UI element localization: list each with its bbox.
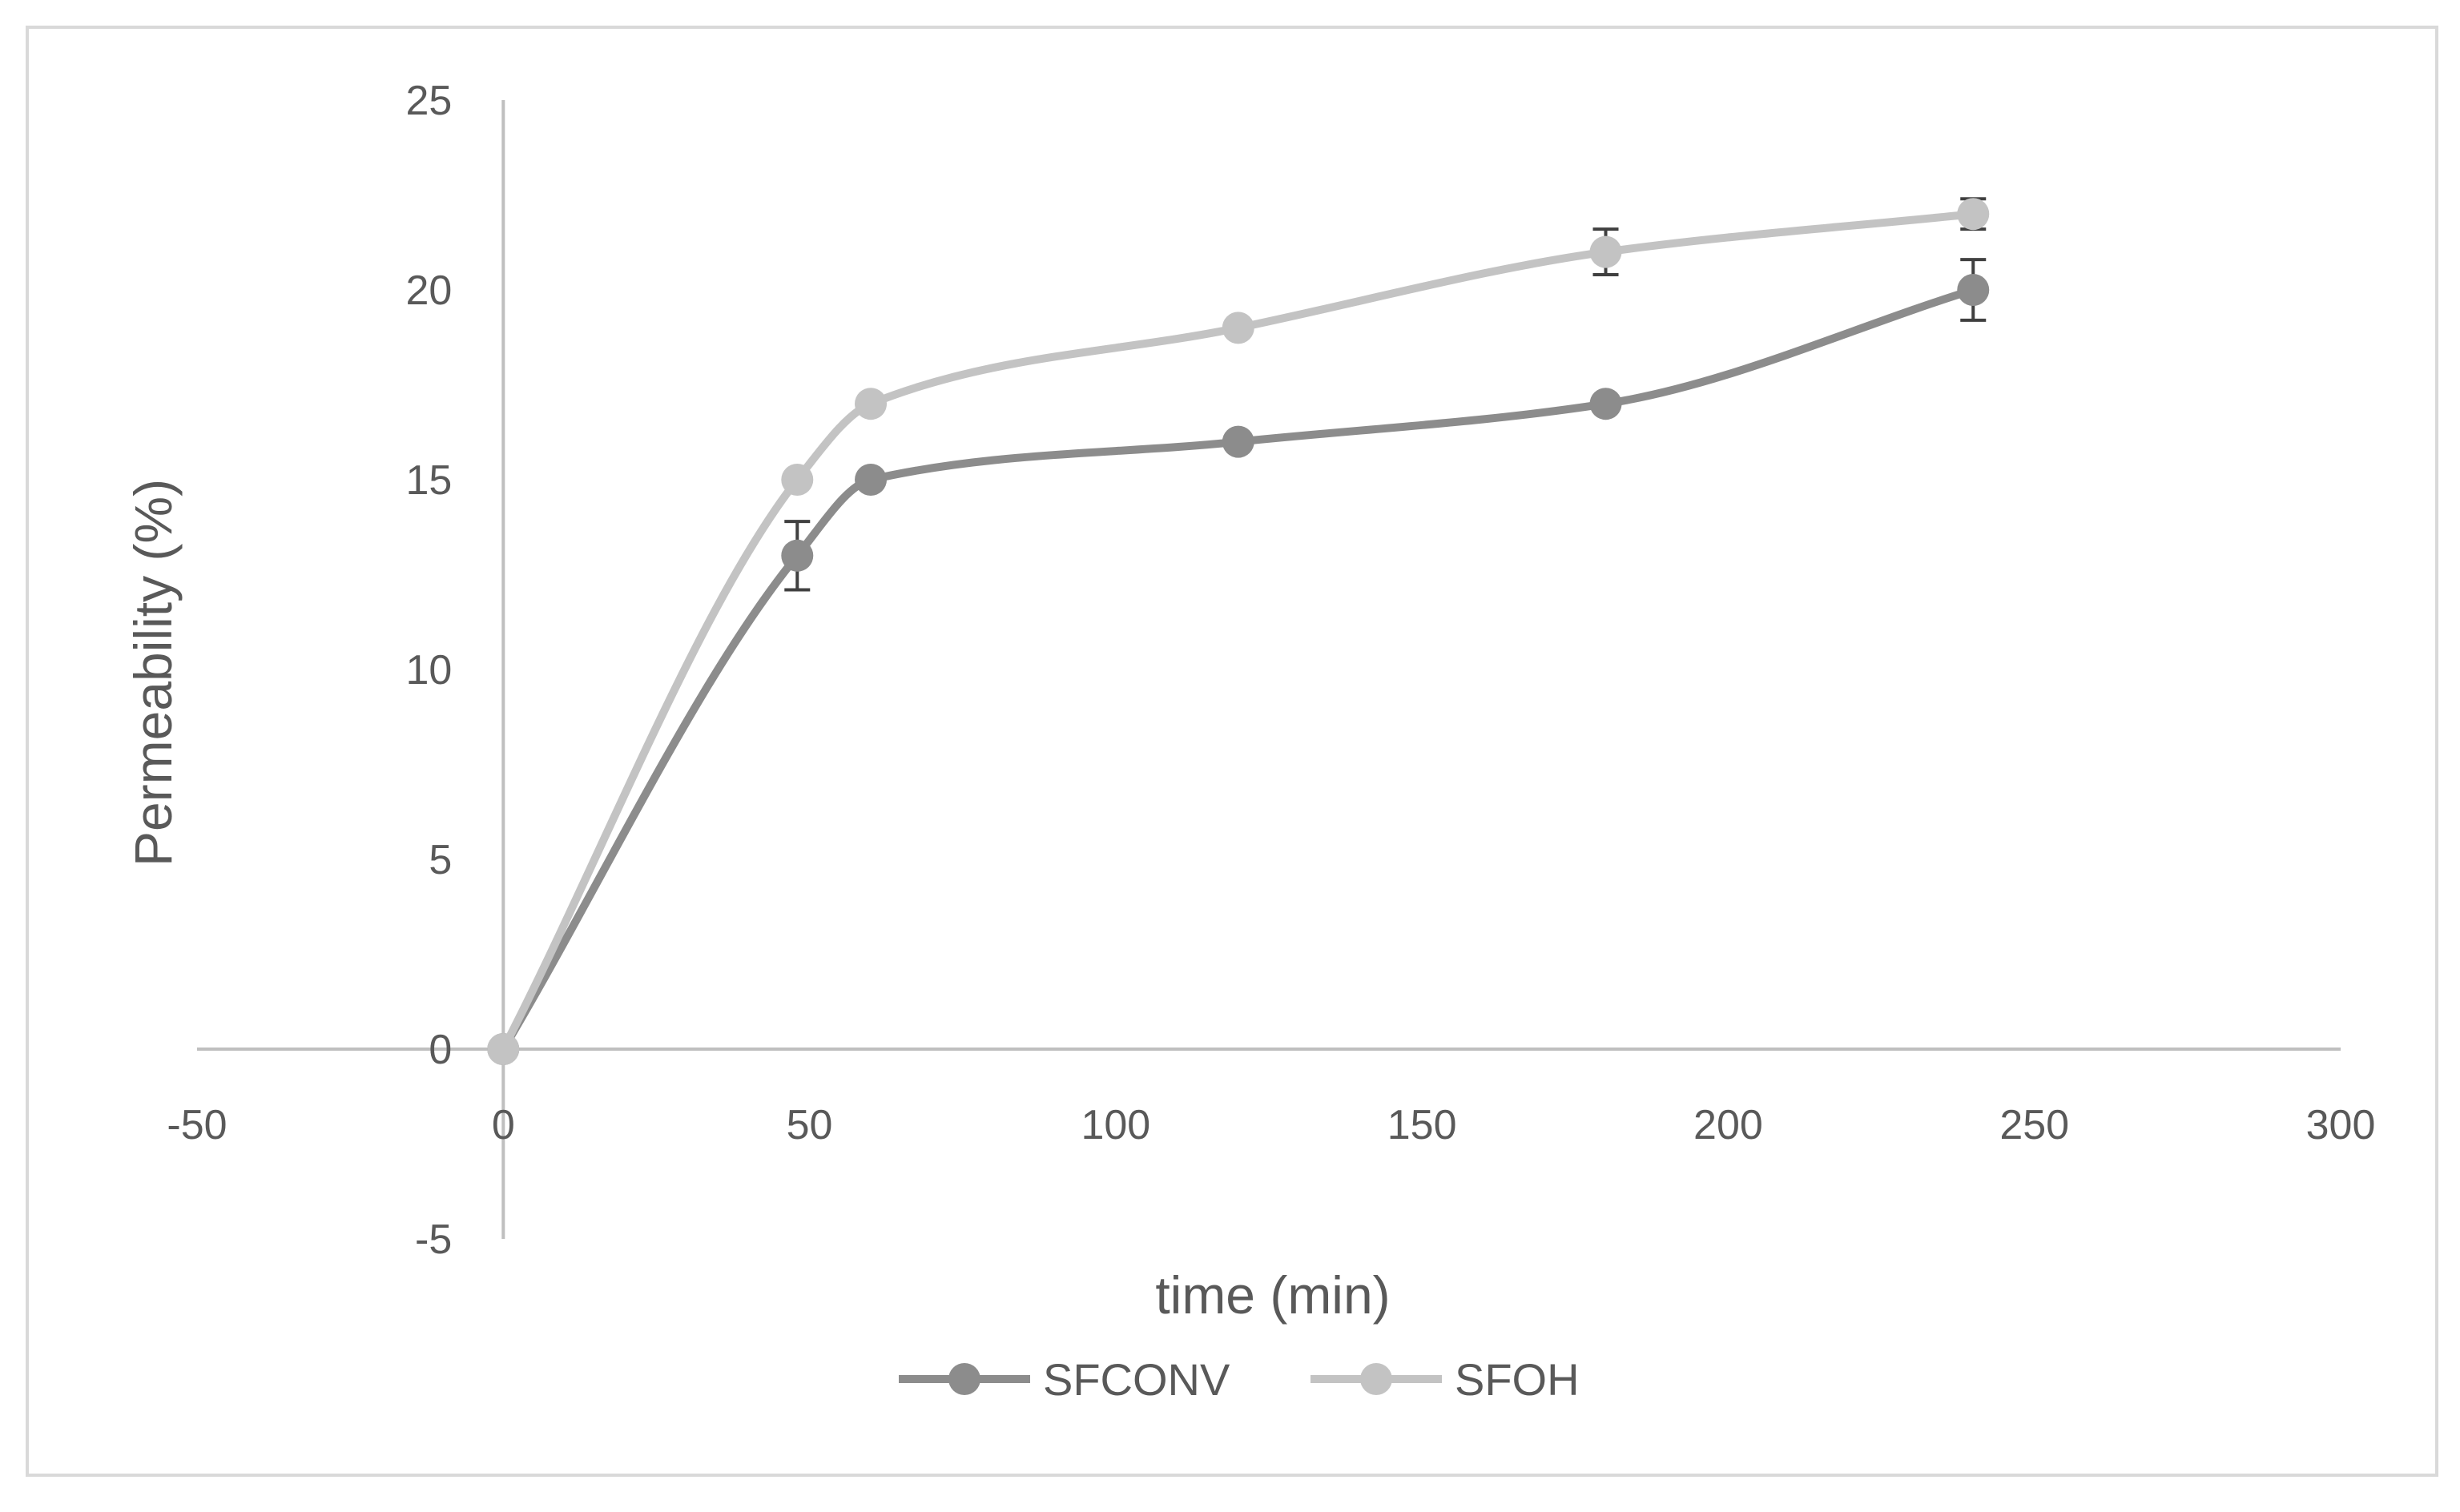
y-tick-labels: -5 0 5 10 15 20 25 [405,78,452,1263]
y-tick-label: 0 [429,1027,452,1073]
data-point [781,464,814,496]
series-line-sfoh [499,210,1974,1052]
chart-frame [26,26,2438,1477]
legend-item: SFCONV [899,1354,1230,1405]
data-point [781,539,814,572]
data-point [855,388,888,420]
x-tick-labels: -50 0 50 100 150 200 250 300 [167,1102,2375,1148]
y-tick-label: -5 [415,1216,452,1263]
x-tick-label: 250 [1999,1102,2069,1148]
data-point [1222,312,1254,344]
x-tick-label: 0 [492,1102,515,1148]
legend-label: SFOH [1455,1354,1580,1405]
x-tick-label: 200 [1693,1102,1763,1148]
y-tick-label: 10 [405,647,452,694]
series-line-sfconv [499,286,1975,1052]
x-tick-label: 50 [787,1102,833,1148]
data-point [855,464,888,496]
legend-swatch-marker [948,1363,980,1395]
legend: SFCONV SFOH [899,1354,1580,1405]
y-tick-label: 5 [429,837,452,883]
y-tick-label: 20 [405,267,452,314]
series-sfconv [487,258,1990,1065]
series-sfoh [487,197,1990,1065]
data-point [1222,425,1254,458]
legend-label: SFCONV [1043,1354,1230,1405]
y-axis-title: Permeability (%) [123,479,183,867]
x-tick-label: 300 [2306,1102,2376,1148]
x-axis-title: time (min) [1155,1265,1390,1325]
data-point [1589,235,1622,268]
data-point [1957,198,1990,231]
legend-item: SFOH [1311,1354,1580,1405]
legend-swatch-marker [1360,1363,1392,1395]
axes [197,100,2341,1239]
x-tick-label: 150 [1387,1102,1457,1148]
series-layer [487,197,1990,1065]
x-tick-label: -50 [167,1102,227,1148]
data-point [487,1033,520,1065]
data-point [1957,274,1990,306]
y-tick-label: 15 [405,457,452,504]
y-tick-label: 25 [405,78,452,124]
x-tick-label: 100 [1081,1102,1150,1148]
data-point [1589,388,1622,420]
